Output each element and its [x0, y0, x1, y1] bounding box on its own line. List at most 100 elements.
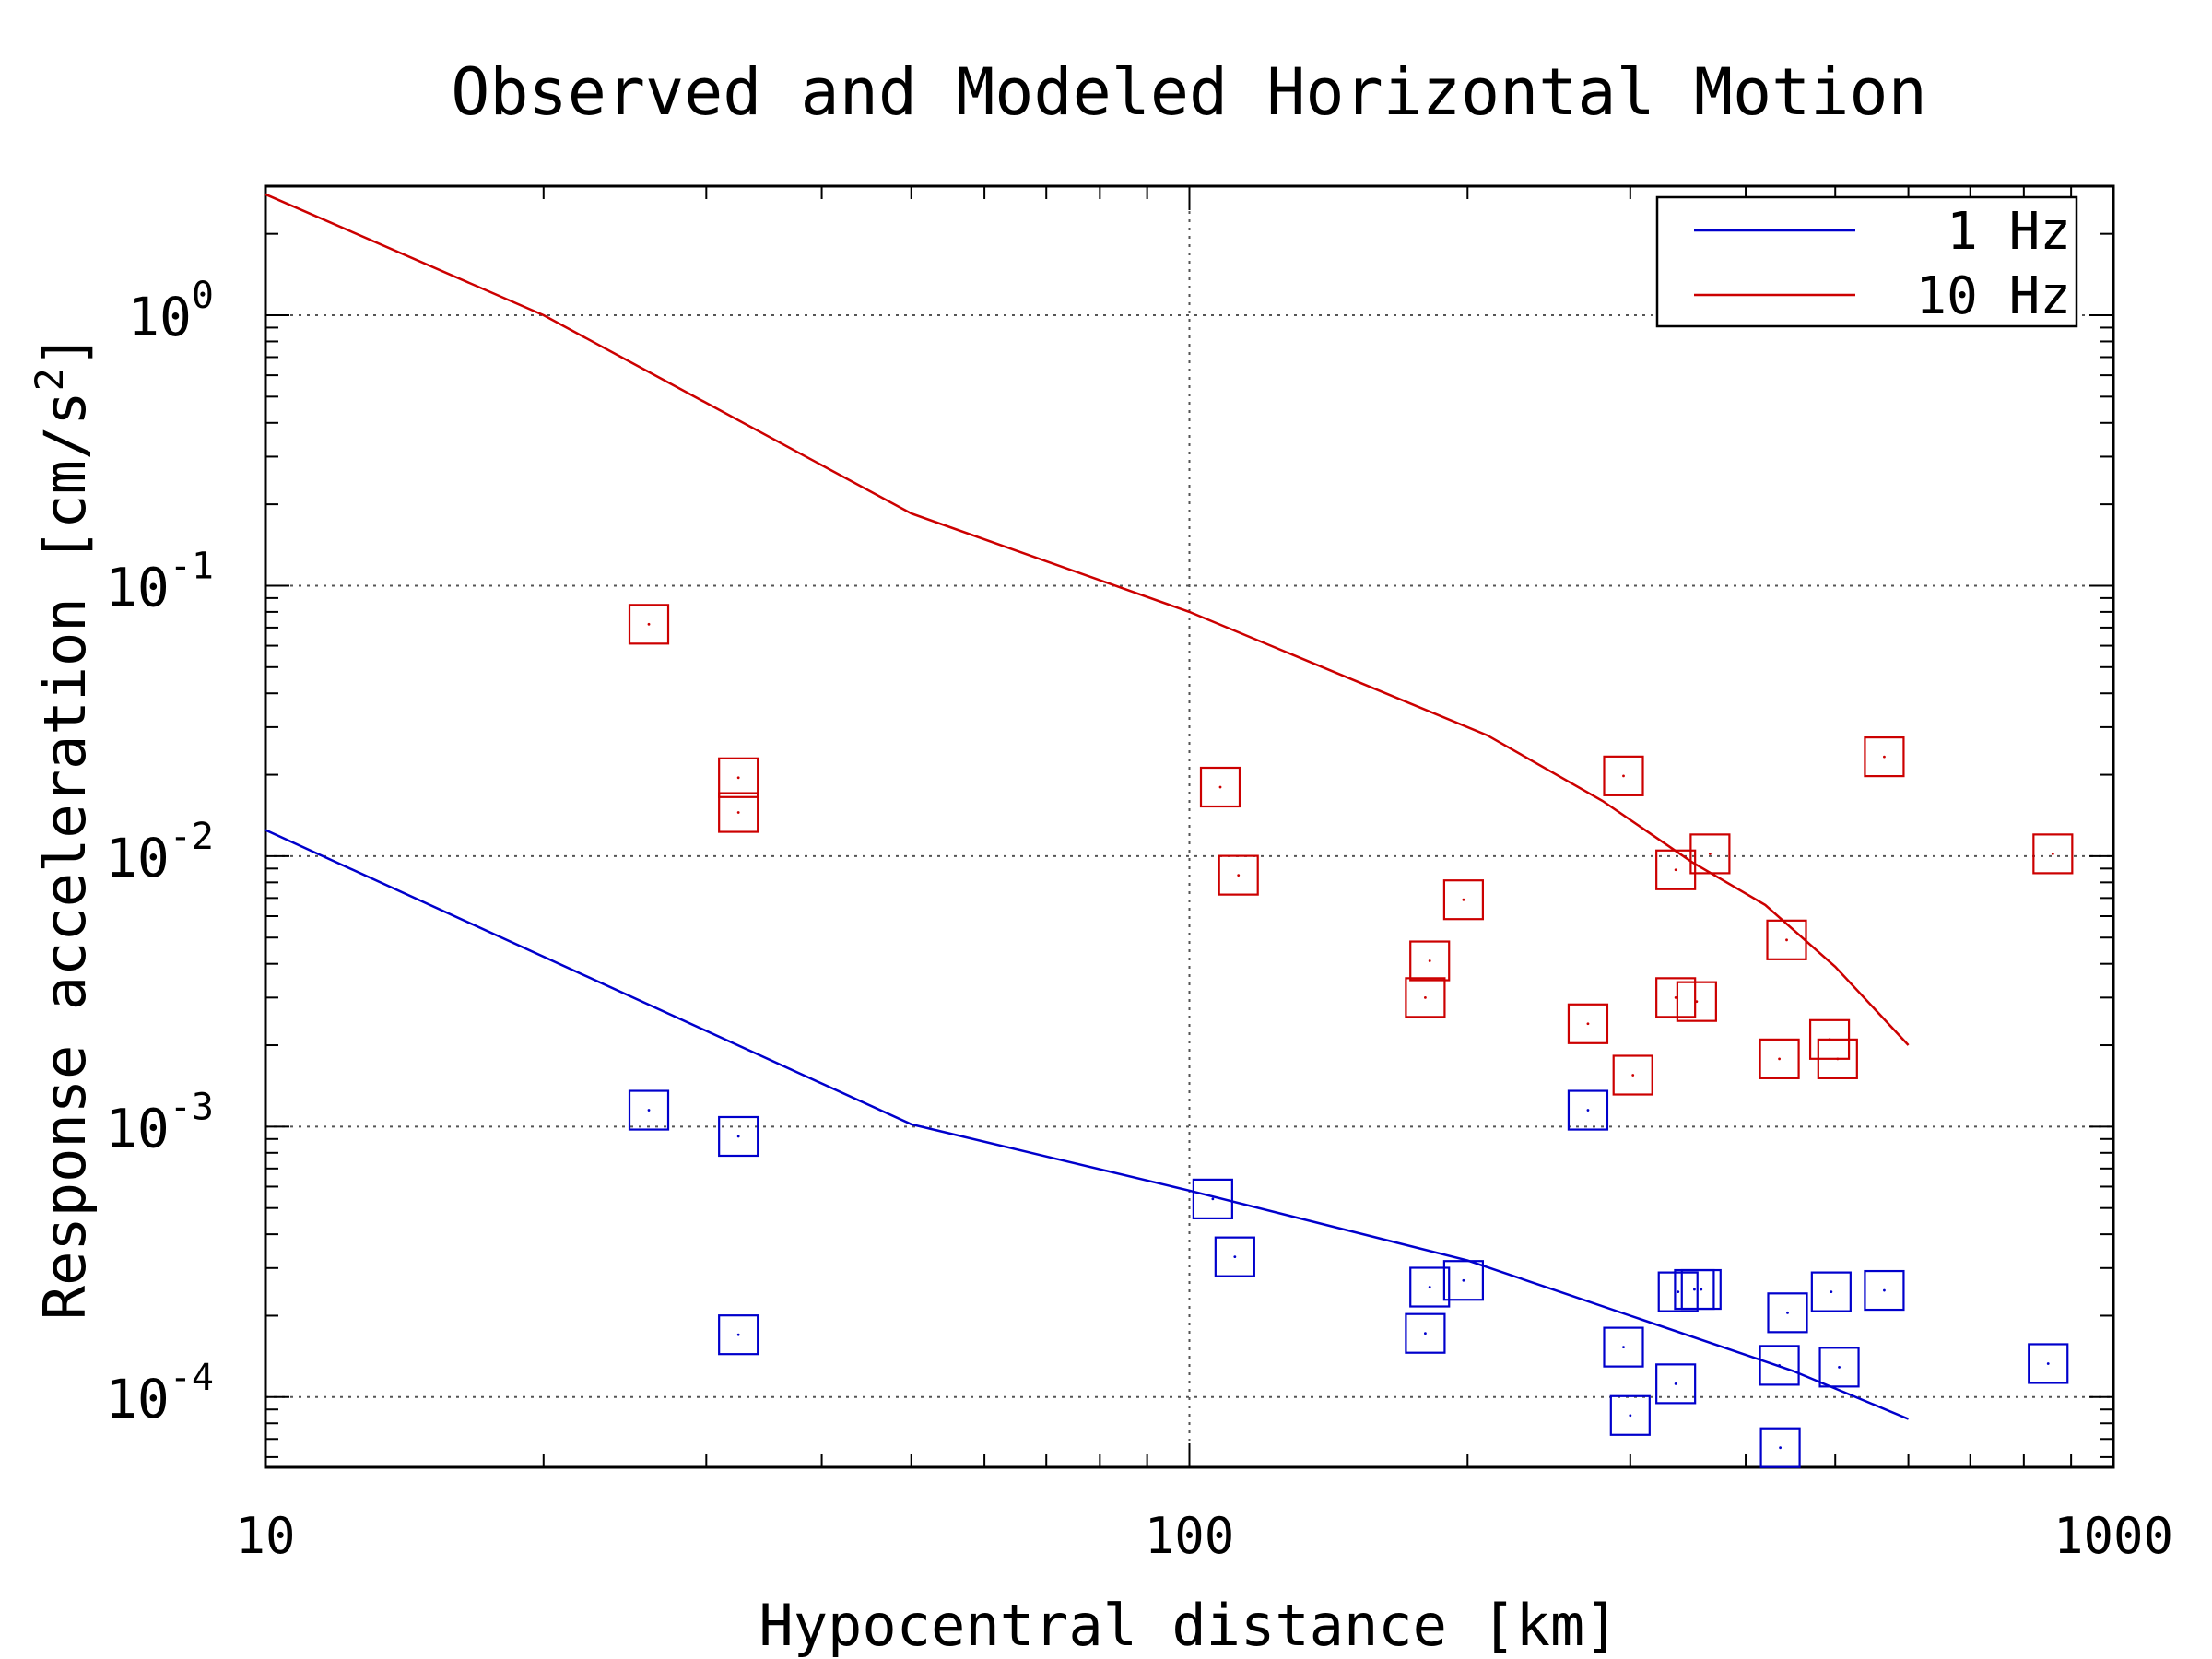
observed-point-center [1674, 868, 1677, 872]
observed-point-center [736, 776, 740, 780]
observed-point [628, 1089, 670, 1131]
observed-point [1817, 1038, 1858, 1079]
y-tick-exponent: -3 [170, 1086, 214, 1128]
observed-point-center [736, 1333, 740, 1336]
model-line [265, 829, 1910, 1420]
observed-point-center [1693, 1288, 1696, 1291]
y-tick-base: 10 [105, 556, 170, 618]
observed-point-center [1695, 1000, 1699, 1004]
chart-title: Observed and Modeled Horizontal Motion [451, 54, 1926, 130]
observed-point-center [1785, 938, 1788, 942]
observed-point-center [1237, 874, 1241, 877]
observed-point [628, 604, 670, 645]
observed-point-center [2051, 852, 2054, 855]
observed-point [1767, 1292, 1808, 1334]
observed-point-center [1586, 1022, 1590, 1026]
legend-label: 10 Hz [1915, 266, 2071, 326]
observed-point [718, 1115, 759, 1158]
y-tick-exponent: 0 [192, 275, 214, 317]
model-line [265, 193, 1910, 1046]
observed-point [1655, 977, 1697, 1018]
observed-point-center [1836, 1057, 1840, 1061]
observed-point-center [1786, 1311, 1789, 1314]
x-tick-label: 10 [235, 1507, 295, 1565]
observed-point-center [1830, 1290, 1833, 1294]
observed-point-center [1883, 1288, 1886, 1292]
y-tick-label: 10-1 [105, 545, 214, 618]
x-tick-label: 100 [1145, 1507, 1235, 1565]
observed-point-center [1629, 1414, 1632, 1418]
grid [265, 186, 2113, 1467]
observed-point [1199, 766, 1241, 808]
observed-point [718, 757, 759, 798]
y-axis-label-sup: 2 [27, 368, 72, 391]
observed-point-center [647, 622, 651, 626]
observed-point [1405, 1312, 1446, 1354]
legend-box [1655, 195, 2078, 328]
observed-point [2028, 1343, 2069, 1384]
observed-point [1612, 1054, 1653, 1096]
plot-frame [264, 184, 2115, 1469]
observed-point [1657, 1271, 1699, 1312]
observed-point-center [1708, 852, 1712, 855]
observed-point [1759, 1427, 1801, 1468]
observed-point [1442, 1260, 1485, 1301]
observed-point [1864, 736, 1905, 778]
observed-point-center [1674, 1382, 1677, 1385]
observed-point-center [2046, 1362, 2050, 1365]
observed-point-center [1233, 1255, 1237, 1259]
observed-point [1818, 1347, 1860, 1388]
observed-point [1655, 849, 1697, 890]
observed-point [1759, 1345, 1800, 1386]
observed-point [1689, 833, 1731, 875]
y-tick-label: 100 [127, 275, 214, 348]
observed-point-center [1424, 995, 1427, 999]
y-tick-label: 10-3 [105, 1086, 214, 1159]
observed-point [1442, 879, 1485, 921]
observed-point [1680, 1268, 1722, 1311]
x-axis-label: Hypocentral distance [km] [759, 1592, 1618, 1659]
observed-point-center [1428, 1286, 1431, 1288]
observed-point-center [1586, 1109, 1590, 1112]
y-tick-label: 10-2 [105, 816, 214, 889]
observed-point-center [1778, 1363, 1781, 1367]
y-tick-exponent: -4 [170, 1357, 214, 1399]
y-tick-label: 10-4 [105, 1357, 214, 1430]
observed-point [1218, 854, 1259, 896]
observed-point [1405, 977, 1446, 1018]
observed-point-center [1779, 1446, 1782, 1450]
observed-point-center [1838, 1365, 1841, 1369]
observed-point-center [1778, 1057, 1781, 1061]
observed-point-center [1622, 1346, 1625, 1349]
observed-point [1609, 1394, 1651, 1436]
observed-point-center [1700, 1288, 1703, 1291]
x-tick-label: 1000 [2053, 1507, 2173, 1565]
observed-point-center [1424, 1332, 1427, 1335]
observed-point-center [1462, 898, 1465, 901]
observed-point [1567, 1089, 1609, 1131]
observed-point [1567, 1003, 1609, 1044]
observed-point [1810, 1271, 1852, 1312]
observed-point-center [1462, 1278, 1465, 1282]
observed-point-center [1211, 1197, 1215, 1201]
y-tick-base: 10 [105, 827, 170, 889]
observed-point [1409, 940, 1451, 982]
legend-label: 1 Hz [1947, 202, 2071, 262]
observed-point [1864, 1269, 1905, 1312]
y-tick-base: 10 [127, 286, 192, 348]
observed-point [718, 1314, 759, 1356]
observed-point-center [1883, 755, 1886, 759]
y-axis-label-end: ] [31, 334, 99, 368]
observed-point [1766, 919, 1807, 960]
observed-point-center [736, 811, 740, 814]
observed-point-center [1677, 1290, 1680, 1294]
y-tick-base: 10 [105, 1097, 170, 1159]
y-tick-base: 10 [105, 1368, 170, 1430]
series [265, 193, 2074, 1468]
observed-point-center [1218, 785, 1222, 789]
observed-point-center [736, 1135, 740, 1138]
observed-point [1214, 1236, 1255, 1277]
